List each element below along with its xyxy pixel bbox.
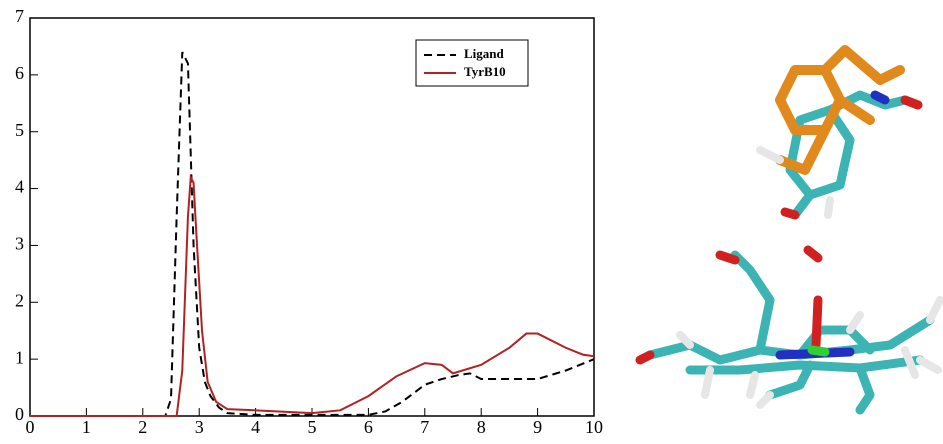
x-tick-label: 0	[26, 417, 35, 437]
x-tick-label: 10	[585, 417, 603, 437]
y-tick-label: 4	[15, 177, 24, 197]
legend-label: TyrB10	[464, 64, 506, 79]
y-tick-label: 3	[15, 234, 24, 254]
legend-label: Ligand	[464, 46, 505, 61]
series-line	[30, 51, 595, 417]
y-tick-label: 1	[15, 347, 24, 367]
x-tick-label: 1	[82, 417, 91, 437]
x-tick-label: 8	[477, 417, 486, 437]
legend-box	[415, 39, 529, 87]
legend: Ligand TyrB10	[415, 39, 529, 87]
x-tick-label: 6	[364, 417, 373, 437]
molecule-render	[635, 45, 943, 415]
x-tick-label: 3	[195, 417, 204, 437]
x-tick-label: 7	[420, 417, 429, 437]
x-tick-label: 2	[138, 417, 147, 437]
x-tick-label: 9	[533, 417, 542, 437]
y-tick-label: 0	[15, 404, 24, 424]
y-tick-label: 5	[15, 120, 24, 140]
series-line	[30, 173, 595, 417]
y-tick-label: 2	[15, 290, 24, 310]
y-tick-label: 6	[15, 63, 24, 83]
x-tick-label: 4	[251, 417, 260, 437]
y-tick-label: 7	[15, 6, 24, 26]
x-tick-label: 5	[308, 417, 317, 437]
